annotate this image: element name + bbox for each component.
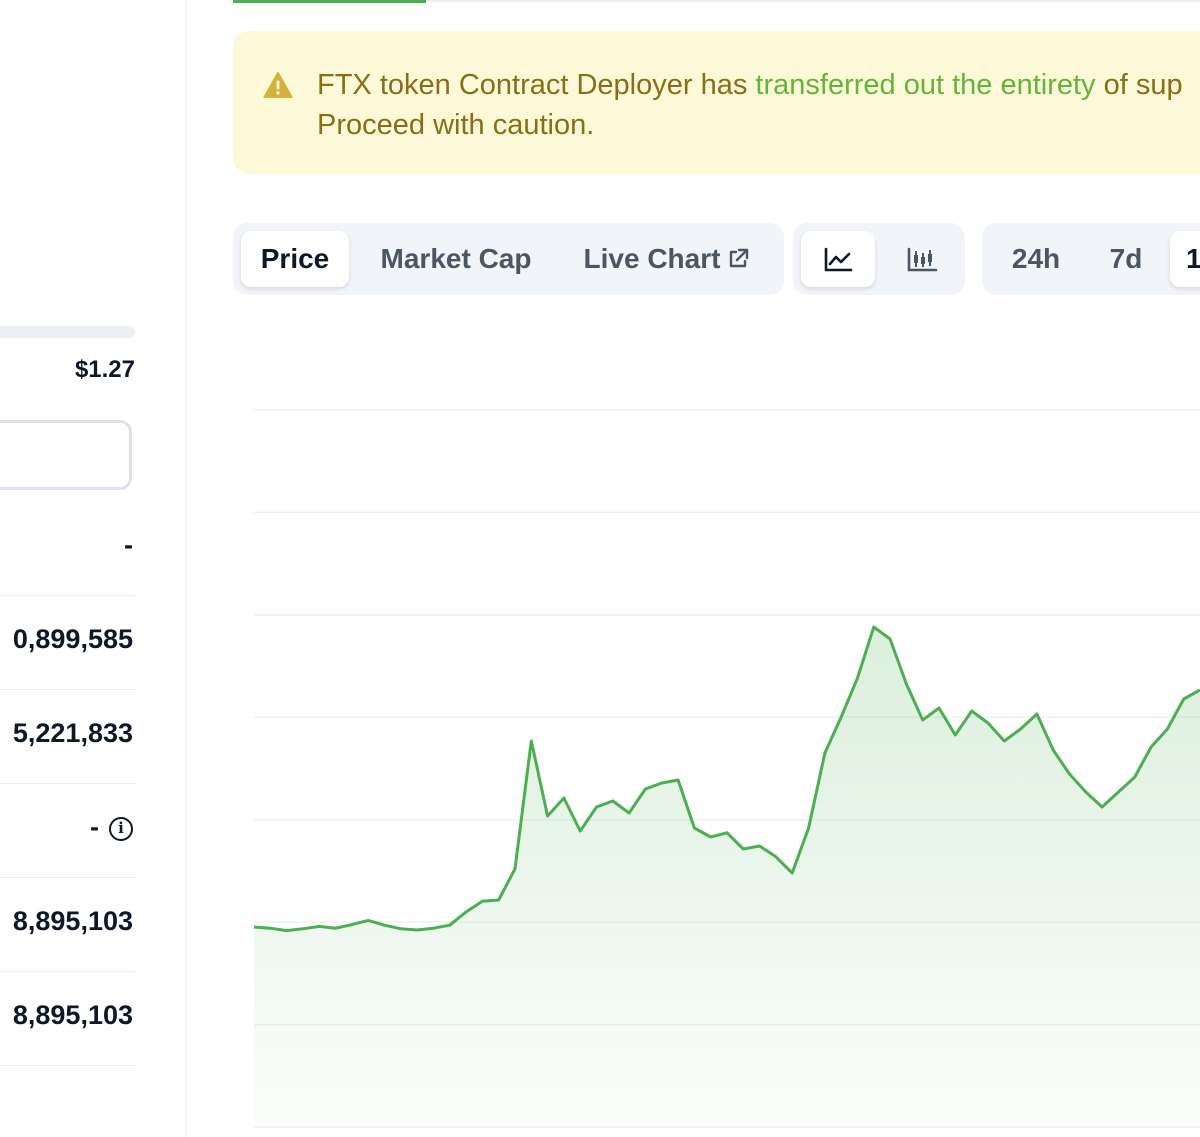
- line-chart-icon: [824, 247, 853, 272]
- candlestick-chart-button[interactable]: [887, 231, 957, 287]
- range-7d-button[interactable]: 7d: [1109, 243, 1143, 274]
- alert-text-before: FTX token Contract Deployer has: [317, 69, 756, 101]
- range-24h-button[interactable]: 24h: [1011, 243, 1061, 274]
- price-area-fill: [254, 627, 1200, 1127]
- stat-row: 0,899,585: [0, 595, 135, 690]
- converter-input[interactable]: [0, 420, 132, 490]
- external-link-icon: [730, 248, 749, 268]
- info-icon[interactable]: i: [109, 816, 133, 841]
- stat-value: -: [90, 812, 99, 842]
- stat-row: 8,895,103: [0, 877, 135, 972]
- stat-value: -: [124, 530, 133, 560]
- line-chart-button[interactable]: [801, 231, 875, 287]
- chart-data-tabs: Price Market Cap Live Chart: [233, 223, 784, 295]
- price-line[interactable]: [253, 625, 1200, 933]
- tab-price[interactable]: Price: [241, 231, 349, 287]
- tab-live-chart-label: Live Chart: [583, 243, 721, 274]
- candlestick-chart-icon: [907, 247, 938, 272]
- stat-value: 8,895,103: [12, 1000, 133, 1030]
- stats-panel: $1.27 - 0,899,585 5,221,833 -i 8,895,103…: [0, 0, 186, 1137]
- alert-text-line2: Proceed with caution.: [317, 109, 595, 141]
- alert-link[interactable]: transferred out the entirety: [755, 69, 1096, 101]
- alert-text-after: of sup: [1095, 69, 1183, 101]
- stat-row: -i: [0, 783, 135, 878]
- stat-value: 5,221,833: [12, 718, 133, 748]
- tab-live-chart[interactable]: Live Chart: [569, 231, 765, 287]
- deployer-warning-alert: FTX token Contract Deployer has transfer…: [233, 31, 1200, 174]
- stat-row: -: [0, 501, 135, 596]
- stat-row: 5,221,833: [0, 689, 135, 784]
- warning-triangle-icon: [263, 72, 293, 98]
- section-tab-active-indicator: [233, 0, 426, 3]
- chart-type-toggle: [793, 223, 965, 295]
- range-partial-button[interactable]: 1: [1170, 231, 1200, 287]
- alert-message: FTX token Contract Deployer has transfer…: [317, 65, 1183, 145]
- stat-row: 8,895,103: [0, 971, 135, 1066]
- stat-value-with-info: -i: [90, 812, 133, 843]
- time-range-toggle: 24h 7d 1: [982, 223, 1200, 295]
- range-high-value: $1.27: [74, 356, 135, 383]
- tab-market-cap[interactable]: Market Cap: [380, 243, 532, 274]
- section-tabs-divider: [233, 0, 1200, 2]
- price-range-bar: [0, 326, 135, 338]
- stat-value: 0,899,585: [12, 624, 133, 654]
- stat-value: 8,895,103: [12, 906, 133, 936]
